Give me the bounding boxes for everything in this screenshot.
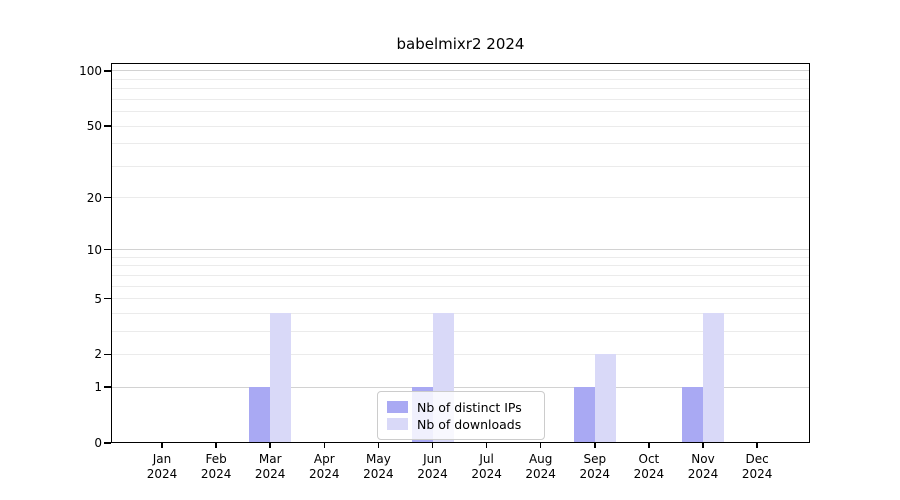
x-tick-label-month: Jul: [479, 452, 494, 466]
x-tick-label-apr: Apr 2024: [294, 452, 354, 482]
y-gridline-minor-3: [112, 330, 809, 332]
x-tick-mark-sep: [594, 443, 596, 448]
legend: Nb of distinct IPs Nb of downloads: [377, 391, 545, 440]
x-tick-mark-nov: [702, 443, 704, 448]
x-tick-mark-jan: [161, 443, 163, 448]
y-gridline-minor-80: [112, 88, 809, 90]
y-tick-label-50: 50: [86, 119, 102, 134]
x-tick-mark-feb: [215, 443, 217, 448]
x-tick-label-jul: Jul 2024: [457, 452, 517, 482]
x-tick-label-month: Dec: [745, 452, 769, 466]
x-tick-label-month: Feb: [205, 452, 227, 466]
y-tick-label-0: 0: [94, 436, 102, 450]
x-tick-label-feb: Feb 2024: [186, 452, 246, 482]
x-tick-label-month: Jun: [423, 452, 442, 466]
x-tick-mark-jun: [431, 443, 434, 448]
x-tick-mark-may: [377, 443, 380, 448]
y-gridline-minor-40: [112, 143, 809, 145]
bar-distinct-ips-nov: [682, 387, 703, 443]
x-tick-label-month: Jan: [152, 452, 172, 466]
x-tick-label-year: 2024: [525, 467, 556, 481]
x-tick-label-dec: Dec 2024: [727, 452, 787, 482]
x-tick-label-nov: Nov 2024: [673, 452, 733, 482]
y-gridline-minor-4: [112, 312, 809, 314]
bar-distinct-ips-mar: [249, 387, 271, 443]
y-gridline-minor-2: [112, 353, 809, 355]
y-tick-label-1: 1: [94, 380, 102, 395]
x-tick-label-month: Nov: [691, 452, 715, 466]
x-tick-label-may: May 2024: [348, 452, 408, 482]
x-tick-label-mar: Mar 2024: [240, 452, 300, 482]
x-tick-label-month: Aug: [528, 452, 553, 466]
x-tick-label-aug: Aug 2024: [511, 452, 571, 482]
y-gridline-minor-90: [112, 78, 809, 80]
bar-downloads-mar: [270, 313, 292, 443]
y-gridline-minor-70: [112, 98, 809, 100]
legend-swatch-distinct-ips: [387, 401, 408, 413]
legend-swatch-downloads: [387, 418, 408, 430]
legend-label-distinct-ips: Nb of distinct IPs: [417, 399, 522, 415]
y-tick-mark-0: [104, 442, 111, 444]
y-gridline-minor-60: [112, 111, 809, 113]
x-tick-label-year: 2024: [633, 467, 665, 481]
y-tick-label-5: 5: [94, 291, 102, 306]
x-tick-label-year: 2024: [146, 467, 178, 481]
x-tick-label-month: May: [365, 452, 391, 466]
y-gridline-minor-30: [112, 165, 809, 167]
y-tick-mark-50: [104, 125, 111, 127]
y-tick-mark-100: [104, 70, 111, 72]
x-tick-label-year: 2024: [254, 467, 286, 481]
x-tick-label-year: 2024: [363, 467, 394, 481]
x-tick-label-year: 2024: [687, 467, 719, 481]
x-tick-mark-mar: [269, 443, 271, 448]
y-tick-mark-10: [104, 248, 111, 251]
y-gridline-minor-5: [112, 298, 809, 300]
x-tick-label-oct: Oct 2024: [619, 452, 679, 482]
y-gridline-minor-50: [112, 125, 809, 127]
x-tick-mark-aug: [539, 443, 542, 448]
x-tick-label-year: 2024: [471, 467, 502, 481]
x-tick-mark-jul: [485, 443, 488, 448]
y-gridline-minor-6: [112, 285, 809, 287]
y-tick-label-20: 20: [86, 190, 102, 205]
x-tick-label-month: Apr: [313, 452, 335, 466]
x-tick-mark-apr: [323, 443, 326, 448]
y-gridline-minor-20: [112, 197, 809, 199]
x-tick-label-month: Oct: [638, 452, 660, 466]
x-tick-label-year: 2024: [579, 467, 611, 481]
y-gridline-minor-7: [112, 274, 809, 276]
bar-downloads-sep: [594, 354, 616, 443]
y-gridline-minor-8: [112, 265, 809, 267]
x-tick-mark-oct: [648, 443, 650, 448]
y-tick-label-10: 10: [86, 242, 102, 257]
y-gridline-major-100: [112, 70, 809, 72]
legend-label-downloads: Nb of downloads: [417, 416, 522, 432]
x-tick-label-year: 2024: [741, 467, 773, 481]
y-tick-mark-20: [104, 196, 111, 199]
x-tick-label-month: Sep: [583, 452, 607, 466]
y-gridline-major-10: [112, 249, 809, 251]
y-tick-mark-1: [104, 386, 111, 388]
chart-title: babelmixr2 2024: [396, 35, 525, 53]
legend-entry-downloads: Nb of downloads: [387, 416, 535, 432]
x-tick-label-year: 2024: [417, 467, 448, 481]
x-tick-label-year: 2024: [309, 467, 340, 481]
y-tick-mark-2: [104, 353, 111, 356]
x-tick-label-sep: Sep 2024: [565, 452, 625, 482]
x-tick-label-jun: Jun 2024: [403, 452, 463, 482]
bar-downloads-nov: [703, 313, 724, 443]
legend-entry-distinct-ips: Nb of distinct IPs: [387, 399, 535, 415]
bar-distinct-ips-sep: [573, 387, 595, 443]
x-tick-label-year: 2024: [200, 467, 232, 481]
y-tick-label-2: 2: [94, 347, 102, 362]
x-tick-label-jan: Jan 2024: [132, 452, 192, 482]
y-gridline-major-1: [112, 386, 809, 388]
y-tick-mark-5: [104, 297, 111, 300]
y-tick-label-100: 100: [79, 63, 102, 78]
x-tick-mark-dec: [756, 443, 758, 448]
y-gridline-minor-9: [112, 256, 809, 258]
x-tick-label-month: Mar: [258, 452, 282, 466]
